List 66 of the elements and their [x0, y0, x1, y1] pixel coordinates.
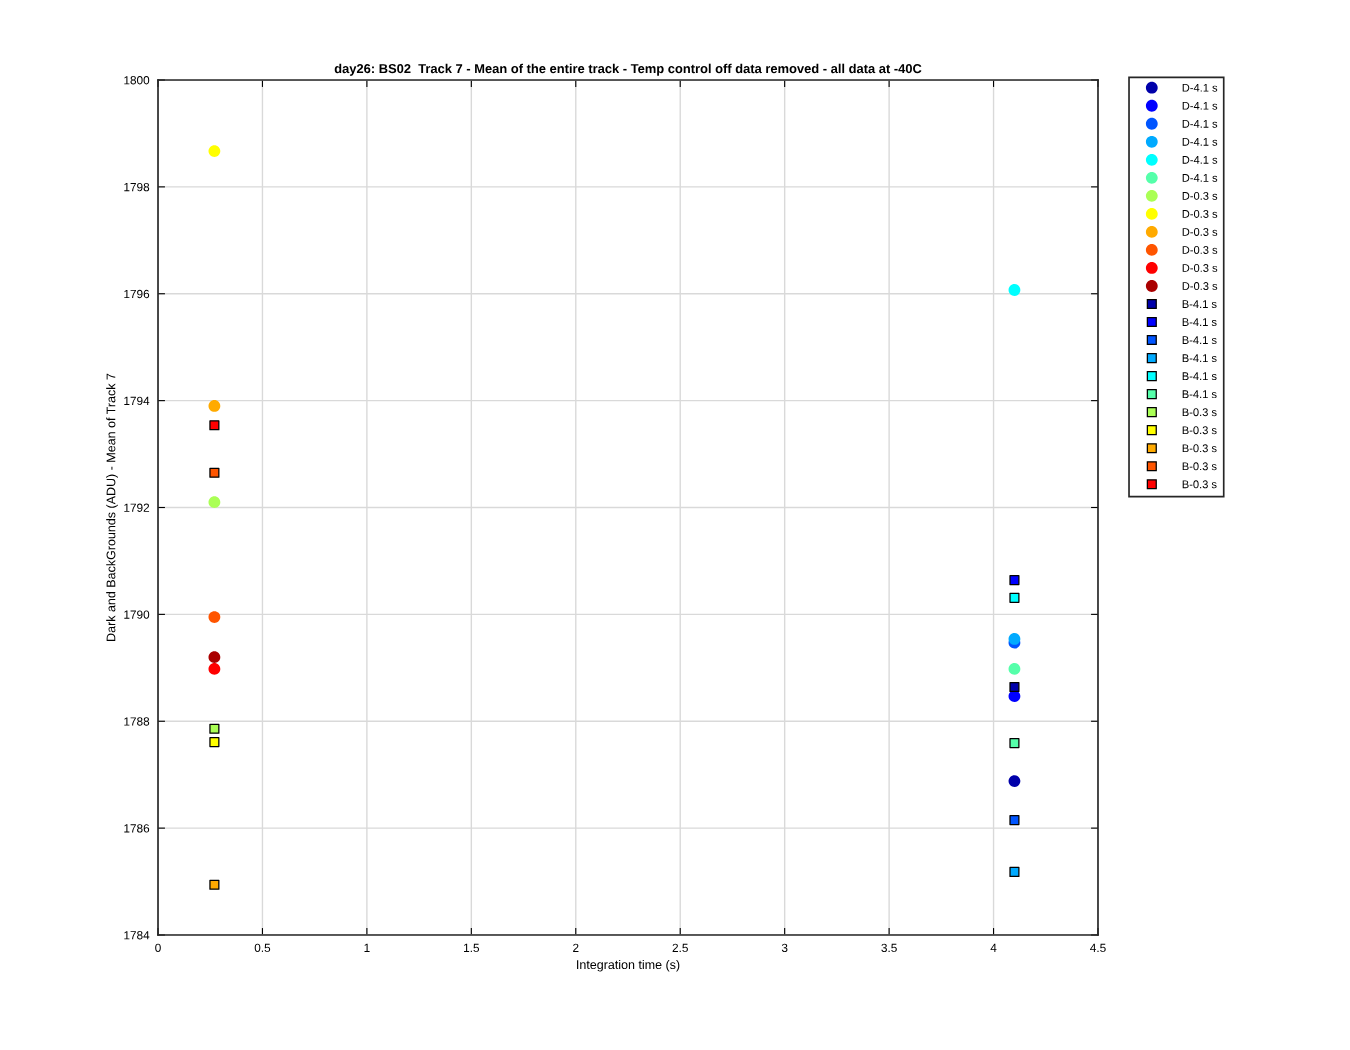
x-tick-label: 1: [364, 943, 370, 952]
point: [209, 420, 220, 431]
x-tick-label: 3: [781, 943, 788, 952]
legend-label: D-0.3 s: [1182, 191, 1218, 200]
point: [209, 879, 220, 890]
legend-label: B-4.1 s: [1182, 372, 1217, 381]
x-tick-label: 3.5: [881, 943, 897, 952]
x-tick-label: 4: [990, 943, 997, 952]
point: [209, 723, 220, 734]
legend-label: B-0.3 s: [1182, 444, 1217, 453]
point: [1009, 575, 1020, 586]
chart-title: day26: BS02 Track 7 - Mean of the entire track - Temp control off data removed - all data at -40C: [334, 63, 922, 76]
legend-label: D-0.3 s: [1182, 282, 1218, 290]
point: [1008, 662, 1021, 675]
point: [1009, 815, 1020, 826]
legend-label: B-0.3 s: [1182, 408, 1217, 417]
y-tick-label: 1798: [124, 182, 150, 192]
point: [1008, 633, 1021, 645]
point: [209, 467, 220, 478]
x-tick-label: 4.5: [1090, 943, 1106, 952]
legend-label: D-4.1 s: [1182, 101, 1218, 110]
x-tick-label: 2.5: [672, 943, 688, 952]
point: [209, 737, 220, 748]
point: [1009, 592, 1020, 603]
point: [208, 651, 221, 664]
legend-label: D-0.3 s: [1182, 264, 1218, 272]
point: [208, 662, 221, 675]
y-tick-label: 1800: [124, 76, 150, 85]
point: [208, 400, 221, 412]
point: [1008, 775, 1021, 787]
legend-label: D-0.3 s: [1182, 210, 1218, 218]
y-tick-label: 1784: [124, 931, 150, 940]
legend-label: D-0.3 s: [1182, 228, 1218, 236]
x-tick-label: 1.5: [464, 943, 480, 952]
legend-label: D-4.1 s: [1182, 120, 1218, 128]
legend-label: B-0.3 s: [1182, 480, 1217, 489]
y-axis-title: Dark and BackGrounds (ADU) - Mean of Track 7: [106, 373, 118, 641]
point: [1008, 284, 1021, 296]
y-tick-label: 1794: [124, 396, 150, 406]
legend-label: B-0.3 s: [1182, 426, 1217, 435]
legend-label: B-0.3 s: [1182, 462, 1217, 471]
x-tick-label: 2: [573, 943, 579, 952]
point: [208, 145, 221, 157]
legend-label: D-4.1 s: [1182, 138, 1218, 146]
legend-label: B-4.1 s: [1182, 354, 1217, 363]
y-tick-label: 1790: [124, 610, 150, 619]
y-tick-label: 1786: [124, 824, 150, 833]
legend-label: D-4.1 s: [1182, 156, 1218, 164]
x-axis-title: Integration time (s): [577, 959, 680, 972]
point: [1009, 738, 1020, 749]
legend-label: D-4.1 s: [1182, 83, 1218, 92]
point: [1009, 681, 1020, 693]
legend-label: D-4.1 s: [1182, 174, 1218, 182]
legend-label: B-4.1 s: [1182, 336, 1217, 345]
point: [208, 496, 221, 509]
x-tick-label: 0: [155, 943, 161, 952]
y-tick-label: 1792: [124, 503, 150, 512]
point: [1009, 866, 1020, 878]
x-tick-label: 0.5: [254, 943, 271, 952]
legend-label: B-4.1 s: [1182, 390, 1217, 399]
y-tick-label: 1788: [124, 717, 150, 726]
point: [208, 611, 221, 623]
y-tick-label: 1796: [124, 289, 150, 299]
legend-label: D-0.3 s: [1182, 246, 1218, 254]
legend-label: B-4.1 s: [1182, 318, 1217, 327]
legend-label: B-4.1 s: [1182, 300, 1217, 308]
